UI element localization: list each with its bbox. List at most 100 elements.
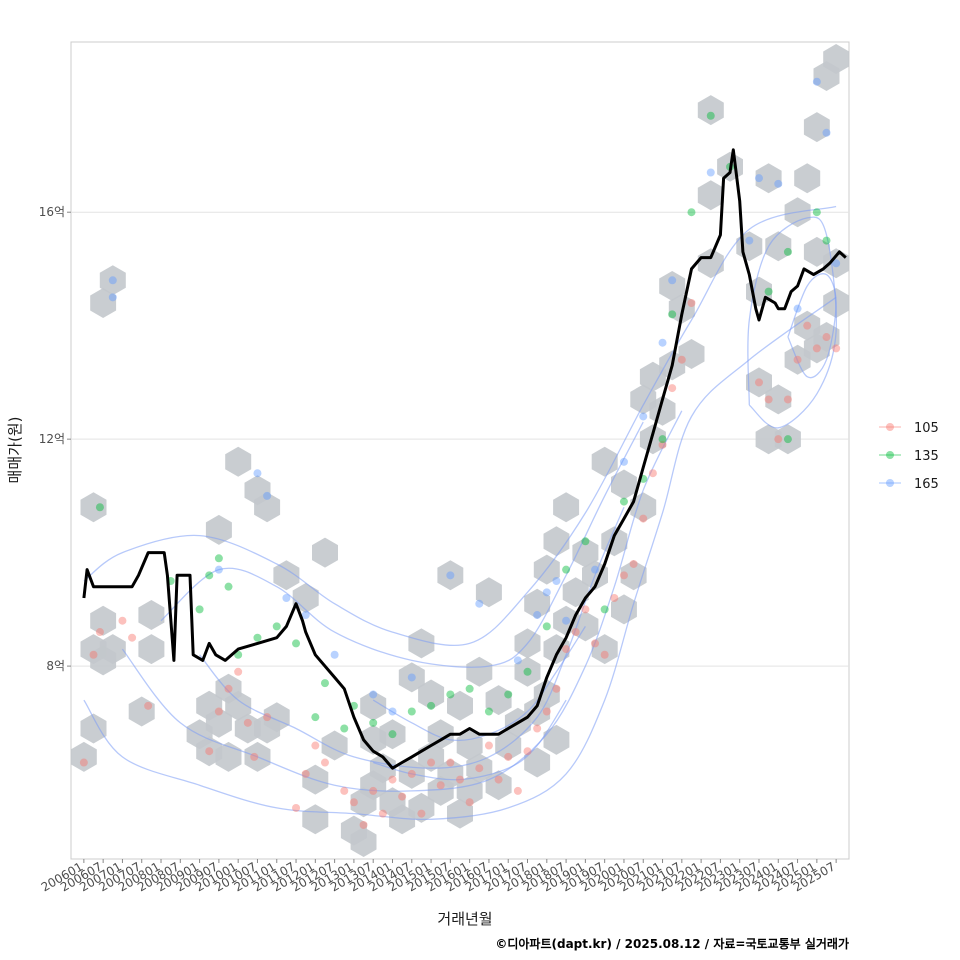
hexbin-cell bbox=[408, 628, 435, 659]
density-contour bbox=[199, 506, 625, 769]
hexbin-cell bbox=[90, 605, 117, 636]
point-165 bbox=[369, 690, 378, 699]
point-105 bbox=[484, 741, 493, 750]
point-135 bbox=[687, 208, 696, 217]
hexbin-cell bbox=[485, 685, 512, 716]
hexbin-cell bbox=[611, 469, 637, 500]
hexbin-cell bbox=[803, 112, 830, 143]
legend-item: 135 bbox=[879, 449, 939, 464]
point-105 bbox=[89, 650, 98, 659]
hexbin-cell bbox=[70, 741, 97, 772]
point-105 bbox=[494, 775, 503, 784]
point-165 bbox=[619, 457, 628, 466]
point-165 bbox=[812, 77, 821, 86]
hexbin-cell bbox=[591, 446, 618, 477]
point-165 bbox=[793, 304, 802, 313]
point-135 bbox=[484, 707, 493, 716]
legend-label: 165 bbox=[914, 477, 939, 492]
legend-label: 105 bbox=[914, 421, 939, 436]
point-135 bbox=[195, 605, 204, 614]
point-105 bbox=[144, 701, 153, 710]
point-105 bbox=[658, 440, 667, 449]
point-105 bbox=[754, 378, 763, 387]
caption: ©디아파트(dapt.kr) / 2025.08.12 / 자료=국토교통부 실… bbox=[495, 936, 849, 951]
hexbin-cell bbox=[408, 792, 435, 823]
hexbin-cell bbox=[418, 679, 445, 710]
point-105 bbox=[552, 684, 561, 693]
point-105 bbox=[95, 628, 104, 637]
point-165 bbox=[388, 707, 397, 716]
legend-key-point bbox=[886, 479, 894, 487]
point-105 bbox=[793, 355, 802, 364]
point-105 bbox=[812, 344, 821, 353]
point-105 bbox=[456, 775, 464, 784]
hexbin-cell bbox=[225, 446, 252, 477]
point-165 bbox=[108, 293, 117, 302]
point-105 bbox=[128, 633, 137, 642]
hexbin-cell bbox=[447, 690, 473, 721]
point-165 bbox=[832, 259, 841, 268]
hexbin-cell bbox=[543, 526, 570, 557]
legend-item: 105 bbox=[879, 421, 939, 436]
point-105 bbox=[581, 605, 590, 614]
point-165 bbox=[668, 276, 677, 285]
hexbin-cell bbox=[254, 492, 281, 523]
point-105 bbox=[687, 298, 696, 307]
point-165 bbox=[253, 469, 262, 478]
hexbin-cell bbox=[99, 634, 126, 665]
point-105 bbox=[407, 769, 416, 778]
point-135 bbox=[542, 622, 551, 631]
point-105 bbox=[562, 645, 571, 654]
point-135 bbox=[658, 435, 667, 444]
point-105 bbox=[822, 333, 831, 342]
hexbin-cell bbox=[591, 634, 618, 665]
hexbin-cell bbox=[292, 583, 319, 613]
point-135 bbox=[95, 503, 104, 512]
hexbin-cell bbox=[225, 690, 252, 721]
point-105 bbox=[523, 747, 532, 756]
point-105 bbox=[571, 628, 580, 637]
point-105 bbox=[369, 786, 378, 795]
point-105 bbox=[513, 786, 522, 795]
hexbin-cell bbox=[639, 424, 666, 455]
point-165 bbox=[446, 571, 455, 580]
point-105 bbox=[388, 775, 397, 784]
hexbin-cell bbox=[755, 163, 782, 194]
trend-line-layer bbox=[82, 148, 847, 770]
hexbin-cell bbox=[80, 713, 107, 744]
hexbin-cell bbox=[794, 163, 821, 194]
hexbin-cell bbox=[321, 730, 348, 761]
point-105 bbox=[224, 684, 233, 693]
point-135 bbox=[311, 713, 320, 722]
point-105 bbox=[600, 650, 609, 659]
point-105 bbox=[359, 820, 368, 829]
point-135 bbox=[427, 701, 436, 710]
hexbin-cell bbox=[524, 747, 551, 778]
point-105 bbox=[648, 469, 657, 478]
point-105 bbox=[250, 752, 259, 761]
point-135 bbox=[272, 622, 281, 631]
point-165 bbox=[330, 650, 339, 659]
point-165 bbox=[774, 179, 783, 188]
point-105 bbox=[465, 798, 474, 807]
hexbin-cell bbox=[524, 588, 551, 619]
point-105 bbox=[243, 718, 252, 727]
point-135 bbox=[292, 639, 301, 648]
hexbin-cell bbox=[273, 560, 300, 591]
hexbin-cell bbox=[379, 719, 406, 750]
point-105 bbox=[610, 594, 619, 603]
trend-line bbox=[82, 148, 847, 770]
hexbin-cell bbox=[99, 265, 126, 296]
y-tick-label: 12억 bbox=[39, 432, 65, 446]
hexbin-cell bbox=[475, 577, 502, 608]
density-contour bbox=[373, 699, 567, 781]
point-105 bbox=[533, 724, 542, 733]
y-tick-label: 8억 bbox=[46, 659, 65, 673]
hexbin-cell bbox=[312, 537, 338, 568]
point-135 bbox=[822, 236, 831, 245]
hexbin-cell bbox=[765, 384, 792, 415]
point-105 bbox=[668, 384, 677, 393]
point-165 bbox=[282, 594, 291, 603]
point-135 bbox=[407, 707, 416, 716]
